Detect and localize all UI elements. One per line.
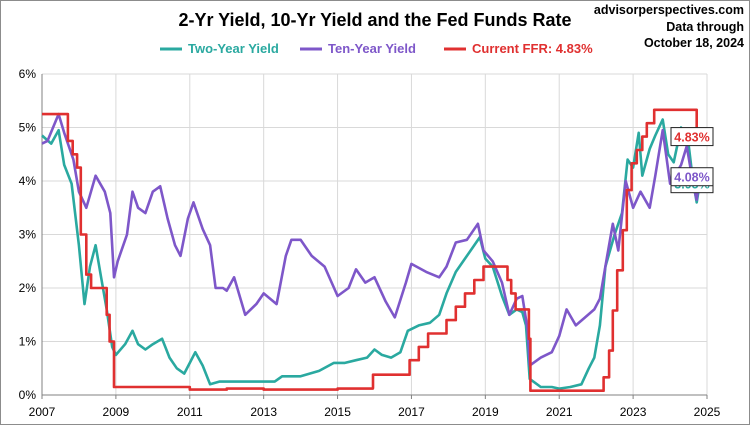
x-tick-label: 2015: [324, 405, 351, 419]
y-tick-label: 2%: [19, 281, 37, 295]
legend-label-two-year-yield: Two-Year Yield: [188, 41, 279, 56]
y-tick-label: 3%: [19, 228, 37, 242]
end-label-ten-year-yield: 4.08%: [674, 171, 709, 185]
source-line-2: October 18, 2024: [643, 36, 744, 50]
x-tick-label: 2023: [620, 405, 647, 419]
series-line-ten-year-yield: [41, 112, 701, 367]
legend-label-ten-year-yield: Ten-Year Yield: [328, 41, 416, 56]
legend: Two-Year Yield Ten-Year Yield Current FFR:…: [160, 41, 593, 56]
end-label-current-ffr-4-83: 4.83%: [674, 131, 709, 145]
y-tick-label: 0%: [19, 388, 37, 402]
end-labels-layer: 3.95%4.08%4.83%: [670, 127, 714, 194]
x-tick-label: 2011: [177, 405, 203, 419]
series-line-current-ffr-4-83: [42, 108, 700, 392]
y-tick-label: 5%: [19, 121, 37, 135]
y-tick-label: 6%: [19, 67, 37, 81]
chart-title: 2-Yr Yield, 10-Yr Yield and the Fed Fund…: [178, 10, 572, 30]
legend-label-current-ffr-4-83: Current FFR: 4.83%: [472, 41, 593, 56]
y-tick-label: 4%: [19, 174, 37, 188]
x-tick-label: 2009: [103, 405, 130, 419]
x-tick-label: 2019: [472, 405, 499, 419]
y-tick-label: 1%: [19, 335, 37, 349]
x-tick-label: 2013: [250, 405, 277, 419]
axes-layer: 0% 1% 2% 3% 4% 5% 6% 2007 2009 2011 2013 2015 2017 20…: [19, 67, 721, 419]
source-note: advisorperspectives.com Data through Oct…: [594, 2, 744, 52]
end-label-box-ten-year-yield: [670, 167, 714, 187]
series-layer: [41, 108, 701, 392]
end-label-box-current-ffr-4-83: [670, 127, 714, 147]
x-tick-label: 2025: [694, 405, 721, 419]
source-site: advisorperspectives.com: [593, 3, 744, 17]
x-tick-label: 2017: [398, 405, 425, 419]
x-tick-label: 2007: [29, 405, 56, 419]
x-tick-label: 2021: [546, 405, 573, 419]
series-line-two-year-yield: [41, 118, 701, 390]
source-line-1: Data through: [666, 19, 744, 34]
